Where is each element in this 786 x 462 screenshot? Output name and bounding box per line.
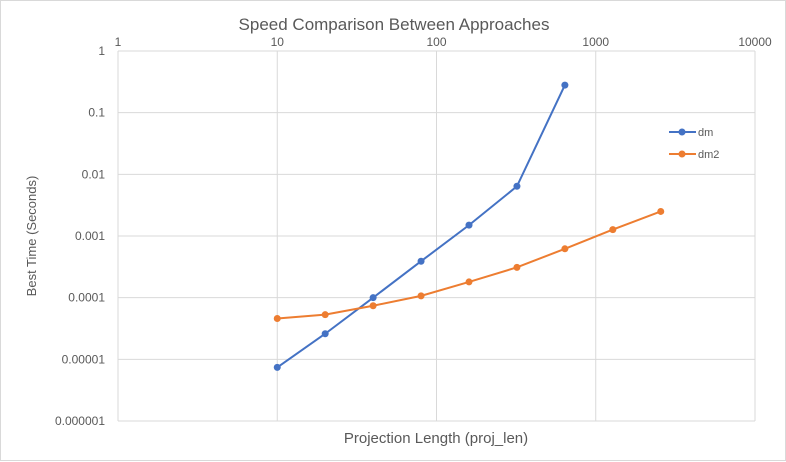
legend-marker-dm2 <box>678 150 686 158</box>
series-line-dm <box>276 84 566 369</box>
legend-label-dm2: dm2 <box>698 149 719 161</box>
x-axis-label: Projection Length (proj_len) <box>344 430 528 447</box>
data-point-dm <box>561 81 569 89</box>
data-point-dm2 <box>561 245 569 253</box>
data-point-dm2 <box>657 207 665 215</box>
y-axis-label: Best Time (Seconds) <box>24 176 39 297</box>
x-tick-label: 100 <box>426 35 446 49</box>
legend-marker-dm <box>678 128 686 136</box>
x-tick-label: 1000 <box>582 35 609 49</box>
data-point-dm2 <box>369 302 377 310</box>
y-tick-label: 0.00001 <box>62 352 106 366</box>
data-point-dm2 <box>465 278 473 286</box>
data-point-dm2 <box>609 226 617 234</box>
y-tick-label: 0.001 <box>75 229 105 243</box>
data-point-dm <box>513 182 521 190</box>
y-tick-label: 0.0001 <box>68 291 105 305</box>
y-tick-label: 0.1 <box>88 106 105 120</box>
data-point-dm <box>417 257 425 265</box>
data-point-dm2 <box>273 314 281 322</box>
data-point-dm2 <box>417 292 425 300</box>
y-tick-label: 0.01 <box>82 167 106 181</box>
x-tick-label: 10000 <box>738 35 772 49</box>
x-tick-label: 10 <box>271 35 285 49</box>
data-point-dm2 <box>321 311 329 319</box>
data-point-dm <box>369 294 377 302</box>
data-point-dm <box>465 221 473 229</box>
y-tick-label: 0.000001 <box>55 414 105 428</box>
data-point-dm <box>273 363 281 371</box>
chart-title: Speed Comparison Between Approaches <box>239 15 550 34</box>
data-point-dm <box>321 330 329 338</box>
data-point-dm2 <box>513 263 521 271</box>
legend-label-dm: dm <box>698 127 713 139</box>
x-tick-label: 1 <box>115 35 122 49</box>
y-tick-label: 1 <box>98 44 105 58</box>
